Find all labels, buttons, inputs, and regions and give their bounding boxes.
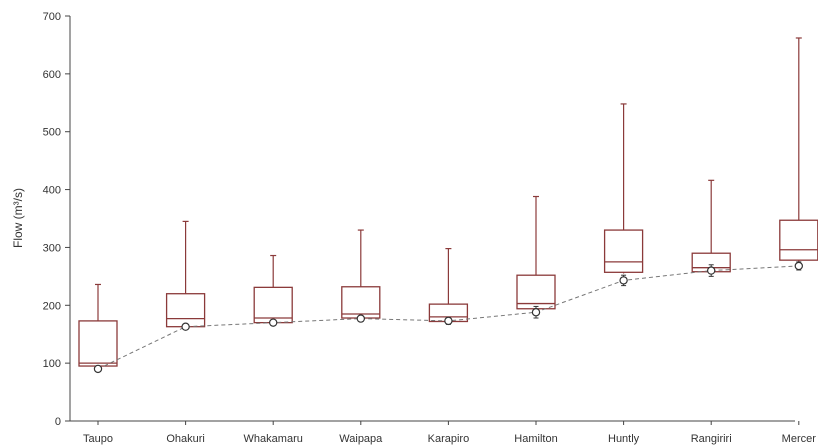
- y-tick-label: 700: [43, 11, 61, 23]
- y-tick-label: 600: [43, 69, 61, 81]
- x-tick-label: Taupo: [83, 433, 113, 445]
- data-point: [181, 322, 190, 331]
- data-point: [794, 261, 804, 271]
- axes: [69, 16, 800, 425]
- y-tick-label: 300: [43, 242, 61, 254]
- y-axis-ticks: 0 100 200 300 400 500 600 700: [43, 11, 70, 428]
- y-tick-label: 400: [43, 185, 61, 197]
- y-axis-title: Flow (m³/s): [11, 188, 25, 248]
- x-tick-label: Whakamaru: [244, 433, 303, 445]
- data-point: [707, 266, 716, 275]
- box-waipapa: [341, 229, 381, 320]
- box-iqr: [165, 293, 206, 328]
- y-tick-label: 500: [43, 127, 61, 139]
- box-iqr: [78, 320, 118, 367]
- y-tick-label: 0: [55, 416, 61, 428]
- x-axis-tick-labels: Taupo Ohakuri Whakamaru Waipapa Karapiro Hami…: [83, 433, 816, 445]
- x-tick-label: Karapiro: [428, 433, 470, 445]
- x-tick-label: Mercer: [782, 433, 817, 445]
- data-point: [444, 316, 453, 326]
- x-tick-label: Ohakuri: [166, 433, 205, 445]
- box-hamilton: [516, 195, 556, 312]
- box-karapiro: [428, 247, 469, 323]
- box-iqr: [603, 229, 644, 273]
- y-tick-label: 200: [43, 300, 61, 312]
- y-tick-label: 100: [43, 358, 61, 370]
- box-taupo: [78, 283, 118, 369]
- data-point: [269, 318, 278, 327]
- data-point: [619, 276, 628, 285]
- box-iqr: [779, 219, 818, 261]
- data-point: [93, 364, 103, 374]
- x-tick-label: Waipapa: [339, 433, 383, 445]
- box-ohakuri: [165, 220, 206, 329]
- box-iqr: [253, 286, 293, 324]
- x-tick-label: Huntly: [608, 433, 640, 445]
- boxes: [78, 37, 818, 369]
- x-tick-label: Rangiriri: [691, 433, 732, 445]
- box-mercer: [779, 37, 818, 262]
- x-tick-label: Hamilton: [514, 433, 557, 445]
- data-point: [531, 308, 541, 317]
- box-rangiriri: [691, 179, 731, 274]
- box-huntly: [603, 103, 644, 274]
- box-whakamaru: [253, 254, 293, 324]
- trend-series: [93, 261, 804, 374]
- box-iqr: [341, 286, 381, 319]
- data-point: [356, 314, 365, 323]
